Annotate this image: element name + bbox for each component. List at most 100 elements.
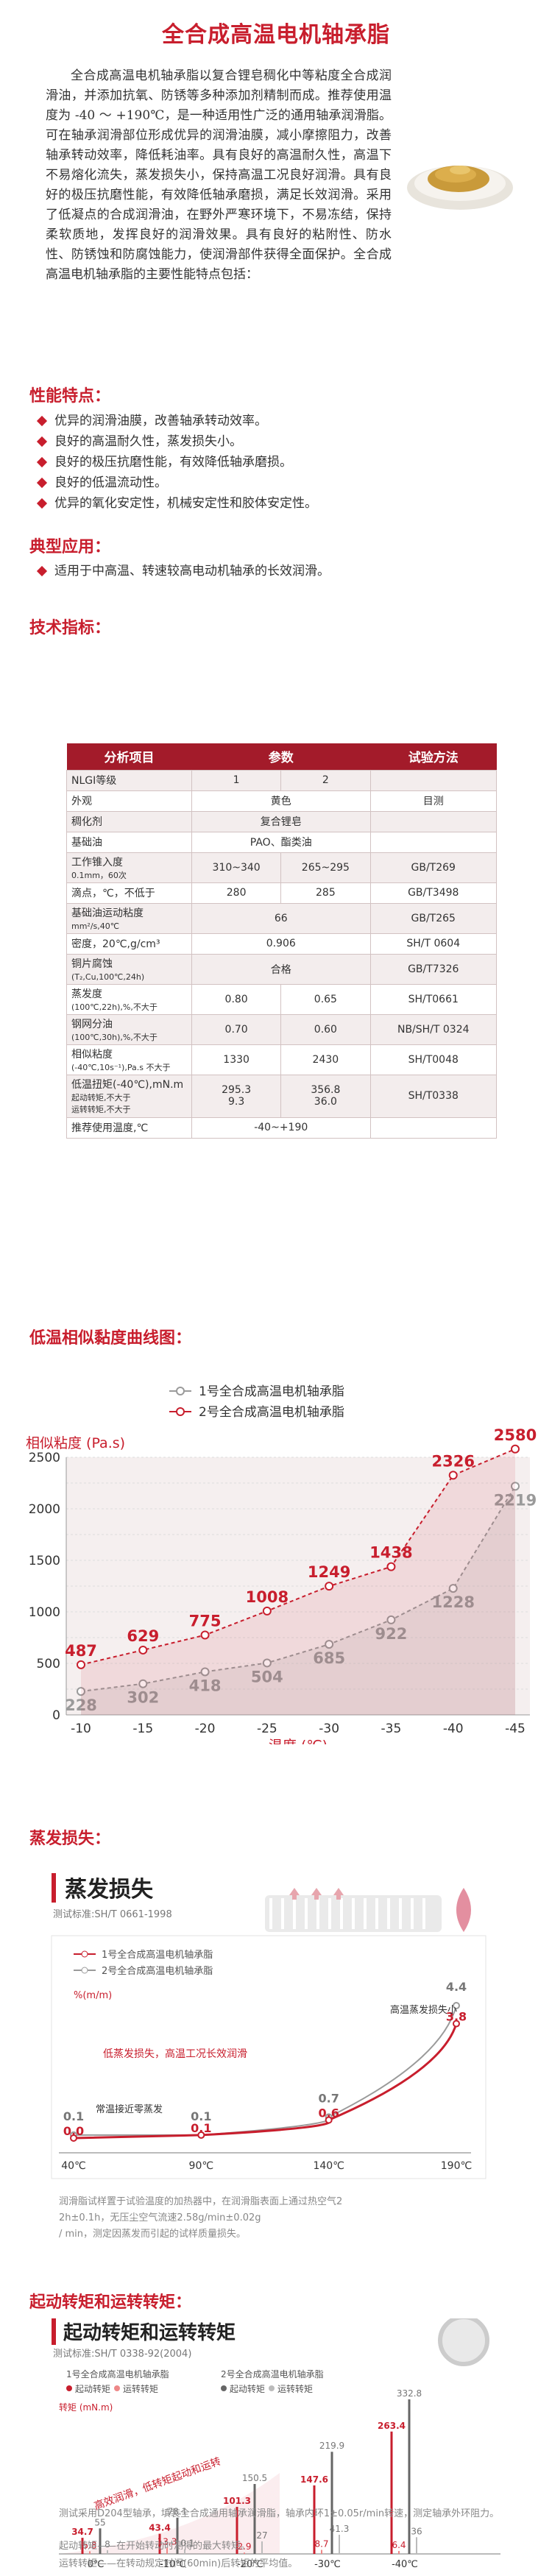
feature-text: 优异的润滑油膜，改善轴承转动效率。 xyxy=(54,414,267,428)
data-label: 55 xyxy=(94,2517,105,2527)
data-point xyxy=(77,1687,85,1696)
note-high: 高温蒸发损失小 xyxy=(390,2004,457,2016)
applications-list: 适用于中高温、转速较高电动机轴承的长效润滑。 xyxy=(36,561,523,581)
legend-label: 起动转矩 xyxy=(75,2383,110,2394)
table-row: 滴点，℃，不低于 280 285 GB/T3498 xyxy=(66,882,497,904)
x-tick-label: -15 xyxy=(132,1722,153,1736)
table-row: 低温扭矩(-40℃),mN.m 起动转矩,不大于 运转转矩,不大于 295.3 9.3 3… xyxy=(66,1074,497,1118)
data-point xyxy=(511,1444,520,1454)
table-cell: GB/T265 xyxy=(369,902,497,934)
data-label: 263.4 xyxy=(378,2421,406,2431)
data-label: 78.1 xyxy=(168,2507,188,2517)
data-label: 1228 xyxy=(431,1593,474,1611)
diamond-bullet-icon xyxy=(36,498,48,509)
features-heading: 性能特点： xyxy=(29,387,111,406)
y-axis-label: 相似粘度 (Pa.s) xyxy=(26,1435,125,1451)
table-cell xyxy=(369,831,497,853)
data-point xyxy=(325,1582,334,1591)
table-cell: 2430 xyxy=(280,1044,371,1075)
table-row: 铜片腐蚀 (T₂,Cu,100℃,24h) 合格 GB/T7326 xyxy=(66,953,497,985)
data-label: 228 xyxy=(65,1696,97,1714)
table-cell: 0.65 xyxy=(280,983,371,1015)
data-point xyxy=(262,1658,272,1668)
data-label: 0.7 xyxy=(318,2091,339,2105)
diamond-bullet-icon xyxy=(36,436,48,447)
x-tick-label: -10 xyxy=(71,1722,91,1736)
table-cell: 0.80 xyxy=(191,983,282,1015)
data-label: 219.9 xyxy=(319,2441,344,2451)
legend-marker xyxy=(81,1967,88,1974)
x-tick-label: -45 xyxy=(505,1722,526,1736)
legend-marker xyxy=(66,2385,72,2391)
data-label: 6.4 xyxy=(392,2540,406,2550)
y-tick-label: 1000 xyxy=(29,1605,60,1620)
x-tick-label: -30 xyxy=(319,1722,339,1736)
feature-text: 良好的低温流动性。 xyxy=(54,475,167,490)
spec-table: 分析项目 参数 试验方法 NLGI等级 1 2 外观 黄色 目测 稠化剂 复合锂皂 基础油 PAO、酯类… xyxy=(66,743,497,1139)
grease-dish-image xyxy=(407,166,513,210)
spec-header-cell: 分析项目 xyxy=(66,743,192,770)
page-title: 全合成高温电机轴承脂 xyxy=(162,22,390,48)
data-point xyxy=(200,1630,210,1640)
legend-label: 运转转矩 xyxy=(277,2383,313,2394)
data-point xyxy=(138,1679,148,1688)
table-cell: 265~295 xyxy=(280,852,371,883)
bearing-icon xyxy=(438,2318,489,2366)
data-label: 13.3 xyxy=(158,2537,177,2547)
table-cell: GB/T269 xyxy=(369,852,497,883)
data-point xyxy=(448,1584,458,1593)
table-cell: -40~+190 xyxy=(191,1117,371,1139)
data-label: 775 xyxy=(189,1613,222,1630)
flame-icon xyxy=(456,1888,471,1932)
table-cell: SH/T0338 xyxy=(369,1074,497,1118)
legend-label: 1号全合成高温电机轴承脂 xyxy=(199,1384,344,1399)
diamond-bullet-icon xyxy=(36,415,48,427)
x-tick-label: 190℃ xyxy=(441,2160,472,2172)
table-cell: 钢网分油 (100℃,30h),%,不大于 xyxy=(66,1013,192,1045)
table-row: 钢网分油 (100℃,30h),%,不大于 0.70 0.60 NB/SH/T 0324 xyxy=(66,1013,497,1045)
feature-item: 优异的氧化安定性，机械安定性和胶体安定性。 xyxy=(36,493,523,514)
x-tick-label: 40℃ xyxy=(61,2160,86,2172)
table-cell: SH/T0048 xyxy=(369,1044,497,1075)
legend-label: 运转转矩 xyxy=(123,2383,158,2394)
data-label: 487 xyxy=(65,1642,97,1660)
test-standard: 测试标准:SH/T 0338-92(2004) xyxy=(53,2349,191,2360)
data-label: 4.4 xyxy=(446,1980,467,1994)
table-cell: 密度，20℃,g/cm³ xyxy=(66,933,192,955)
legend-label: 2号全合成高温电机轴承脂 xyxy=(199,1405,344,1420)
panel-title: 蒸发损失 xyxy=(65,1877,154,1903)
table-cell xyxy=(369,769,497,791)
data-point xyxy=(77,1660,85,1669)
data-label: 685 xyxy=(313,1649,345,1667)
application-item: 适用于中高温、转速较高电动机轴承的长效润滑。 xyxy=(36,561,523,581)
evap-heading: 蒸发损失： xyxy=(29,1830,111,1848)
banner-text: 高效润滑，低转矩起动和运转 xyxy=(93,2455,223,2513)
series-line xyxy=(80,1485,516,1693)
data-point xyxy=(262,1606,272,1616)
y-tick-label: 1500 xyxy=(29,1554,60,1568)
feature-text: 良好的极压抗磨性能，有效降低轴承磨损。 xyxy=(54,455,292,470)
table-cell: 合格 xyxy=(191,953,371,985)
feature-item: 良好的低温流动性。 xyxy=(36,473,523,493)
data-point xyxy=(138,1645,148,1655)
table-cell: 稠化剂 xyxy=(66,810,192,832)
legend1-title: 1号全合成高温电机轴承脂 xyxy=(66,2368,169,2379)
data-point xyxy=(200,1667,210,1677)
x-tick-label: -20 xyxy=(195,1722,216,1736)
diamond-bullet-icon xyxy=(36,456,48,468)
legend-label: 1号全合成高温电机轴承脂 xyxy=(102,1949,213,1961)
table-cell: SH/T 0604 xyxy=(369,933,497,955)
data-label: 150.5 xyxy=(242,2473,267,2483)
y-tick-label: 2500 xyxy=(29,1451,60,1465)
table-cell: GB/T3498 xyxy=(369,882,497,904)
table-cell xyxy=(369,1117,497,1139)
applications-heading: 典型应用： xyxy=(29,538,111,556)
legend-label: 2号全合成高温电机轴承脂 xyxy=(102,1965,213,1977)
feature-item: 优异的润滑油膜，改善轴承转动效率。 xyxy=(36,411,523,431)
data-label: 1008 xyxy=(246,1588,289,1606)
series-area xyxy=(81,1486,515,1715)
evap-caption: / min，测定因蒸发而引起的试样质量损失。 xyxy=(59,2228,246,2240)
y-tick-label: 500 xyxy=(37,1657,60,1671)
data-point xyxy=(386,1615,396,1624)
